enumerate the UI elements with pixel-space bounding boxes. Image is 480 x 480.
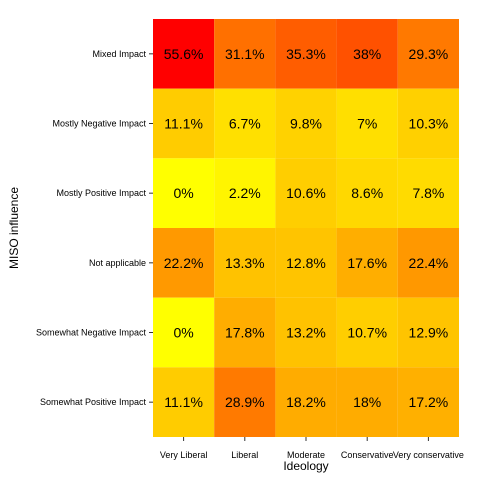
cell-value-label: 28.9% [225, 394, 265, 410]
cell-value-label: 7.8% [412, 185, 444, 201]
x-tick-label: Very conservative [393, 450, 464, 460]
cell-value-label: 18.2% [286, 394, 326, 410]
cell-value-label: 55.6% [164, 46, 204, 62]
y-tick-label: Mostly Negative Impact [52, 119, 146, 129]
heatmap-cell [275, 228, 337, 298]
cell-value-label: 22.2% [164, 255, 204, 271]
x-tick-label: Very Liberal [160, 450, 208, 460]
heatmap-cell [153, 158, 215, 228]
heatmap-cell [336, 367, 398, 437]
heatmap-cell [214, 88, 276, 159]
x-tick-label: Moderate [287, 450, 325, 460]
cell-value-label: 9.8% [290, 116, 322, 132]
cell-value-label: 10.6% [286, 185, 326, 201]
heatmap-cell [275, 158, 337, 228]
cell-value-label: 12.8% [286, 255, 326, 271]
heatmap-cell [214, 19, 276, 89]
heatmap-cell [275, 19, 337, 89]
cell-value-label: 13.2% [286, 325, 326, 341]
cell-value-label: 0% [173, 185, 193, 201]
heatmap-cell [397, 88, 459, 159]
cell-value-label: 10.3% [409, 116, 449, 132]
cell-value-label: 31.1% [225, 46, 265, 62]
heatmap-cell [214, 367, 276, 437]
heatmap-cell [214, 158, 276, 228]
heatmap-cell [397, 19, 459, 89]
cell-value-label: 11.1% [164, 394, 203, 410]
cell-value-label: 38% [353, 46, 381, 62]
cell-value-label: 6.7% [229, 116, 261, 132]
cell-value-label: 12.9% [409, 325, 449, 341]
heatmap-cell [336, 88, 398, 159]
cell-value-label: 11.1% [164, 116, 203, 132]
heatmap-cell [153, 367, 215, 437]
cell-value-label: 0% [173, 325, 193, 341]
heatmap-cell [153, 297, 215, 368]
heatmap-cell [275, 367, 337, 437]
heatmap-cell [275, 297, 337, 368]
heatmap-cell [336, 19, 398, 89]
cell-value-label: 17.6% [347, 255, 387, 271]
cell-value-label: 8.6% [351, 185, 383, 201]
x-axis: Very Liberal Liberal Moderate Conservative V… [160, 437, 464, 460]
y-axis: Mixed Impact Mostly Negative Impact Mostly… [36, 49, 153, 407]
cell-value-label: 13.3% [225, 255, 265, 271]
cell-value-label: 22.4% [409, 255, 449, 271]
cell-value-label: 17.2% [409, 394, 449, 410]
x-axis-title: Ideology [283, 459, 328, 473]
x-tick-label: Conservative [341, 450, 394, 460]
y-axis-title: MISO influence [7, 187, 21, 269]
cell-value-label: 10.7% [347, 325, 387, 341]
y-tick-label: Not applicable [89, 258, 146, 268]
heatmap-cell [336, 158, 398, 228]
heatmap-cell [397, 228, 459, 298]
heatmap-cells: 55.6% 31.1% 35.3% 38% 29.3% 11.1% 6.7% 9.8% 7% 10… [153, 19, 459, 437]
heatmap-cell [397, 367, 459, 437]
cell-value-label: 35.3% [286, 46, 326, 62]
heatmap-cell [275, 88, 337, 159]
cell-value-label: 2.2% [229, 185, 261, 201]
heatmap-cell [336, 297, 398, 368]
cell-value-label: 7% [357, 116, 377, 132]
cell-value-label: 17.8% [225, 325, 265, 341]
cell-value-label: 18% [353, 394, 381, 410]
y-tick-label: Somewhat Positive Impact [40, 397, 147, 407]
y-tick-label: Mostly Positive Impact [56, 188, 146, 198]
heatmap-cell [214, 297, 276, 368]
heatmap-cell [214, 228, 276, 298]
y-tick-label: Mixed Impact [92, 49, 146, 59]
cell-value-label: 29.3% [409, 46, 449, 62]
heatmap-cell [336, 228, 398, 298]
heatmap-cell [153, 88, 215, 159]
heatmap-cell [397, 158, 459, 228]
heatmap-cell [153, 19, 215, 89]
heatmap-cell [153, 228, 215, 298]
x-tick-label: Liberal [231, 450, 258, 460]
heatmap-cell [397, 297, 459, 368]
y-tick-label: Somewhat Negative Impact [36, 328, 147, 338]
